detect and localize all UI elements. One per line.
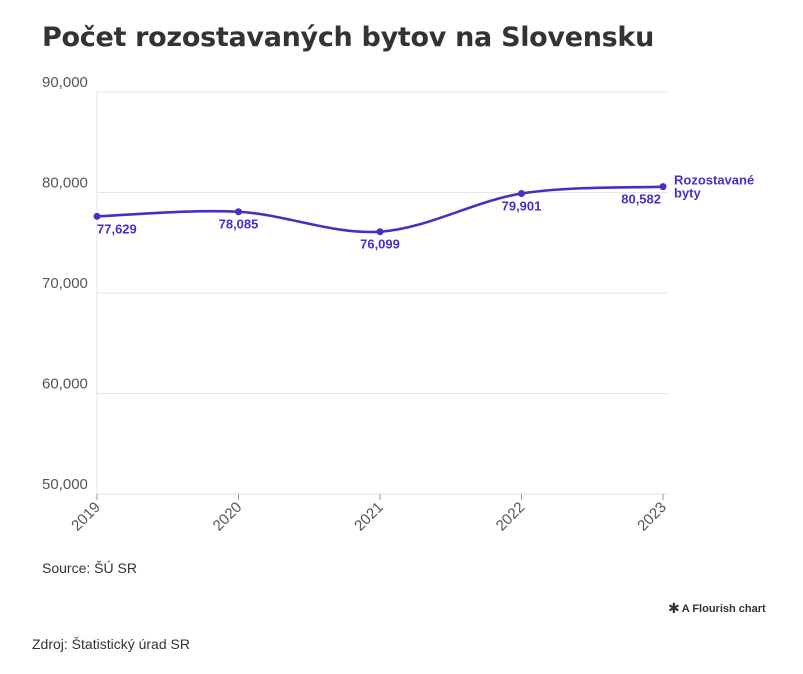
series-layer: 77,629 78,085 76,099 79,901 80,582 Rozostavan… bbox=[93, 173, 754, 252]
flourish-credit-label: A Flourish chart bbox=[681, 603, 766, 615]
data-label: 80,582 bbox=[621, 192, 661, 207]
x-axis: 2019 2020 2021 2022 2023 bbox=[68, 494, 670, 534]
data-label: 76,099 bbox=[360, 237, 400, 252]
y-tick-label: 50,000 bbox=[42, 476, 88, 493]
x-tick-label: 2022 bbox=[493, 499, 529, 535]
flourish-star-icon: ✱ bbox=[668, 600, 680, 616]
chart-title: Počet rozostavaných bytov na Slovensku bbox=[42, 22, 655, 53]
gridlines bbox=[96, 91, 668, 495]
footer-source: Zdroj: Štatistický úrad SR bbox=[32, 636, 190, 652]
data-label: 79,901 bbox=[502, 198, 542, 213]
series-name-word: Rozostavané bbox=[674, 173, 754, 188]
data-label: 77,629 bbox=[97, 221, 137, 236]
data-point bbox=[93, 212, 101, 220]
y-tick-label: 90,000 bbox=[42, 74, 88, 91]
flourish-credit-link[interactable]: ✱ A Flourish chart bbox=[668, 600, 766, 617]
x-tick-label: 2020 bbox=[210, 499, 246, 535]
x-tick-label: 2023 bbox=[634, 499, 670, 535]
y-tick-label: 70,000 bbox=[42, 275, 88, 292]
y-tick-label: 60,000 bbox=[42, 376, 88, 393]
y-tick-label: 80,000 bbox=[42, 175, 88, 192]
x-tick-label: 2019 bbox=[68, 499, 104, 535]
data-point bbox=[659, 183, 667, 191]
series-name-word: byty bbox=[674, 186, 702, 201]
data-label: 78,085 bbox=[219, 217, 259, 232]
data-point bbox=[235, 208, 242, 216]
series-name-label: Rozostavané byty bbox=[674, 173, 754, 201]
series-line bbox=[95, 185, 665, 234]
y-axis-tick-labels: 50,000 60,000 70,000 80,000 90,000 bbox=[42, 74, 88, 493]
data-point bbox=[518, 189, 525, 197]
data-point bbox=[376, 228, 384, 236]
x-tick-label: 2021 bbox=[351, 499, 387, 535]
chart-source: Source: ŠÚ SR bbox=[42, 560, 137, 576]
